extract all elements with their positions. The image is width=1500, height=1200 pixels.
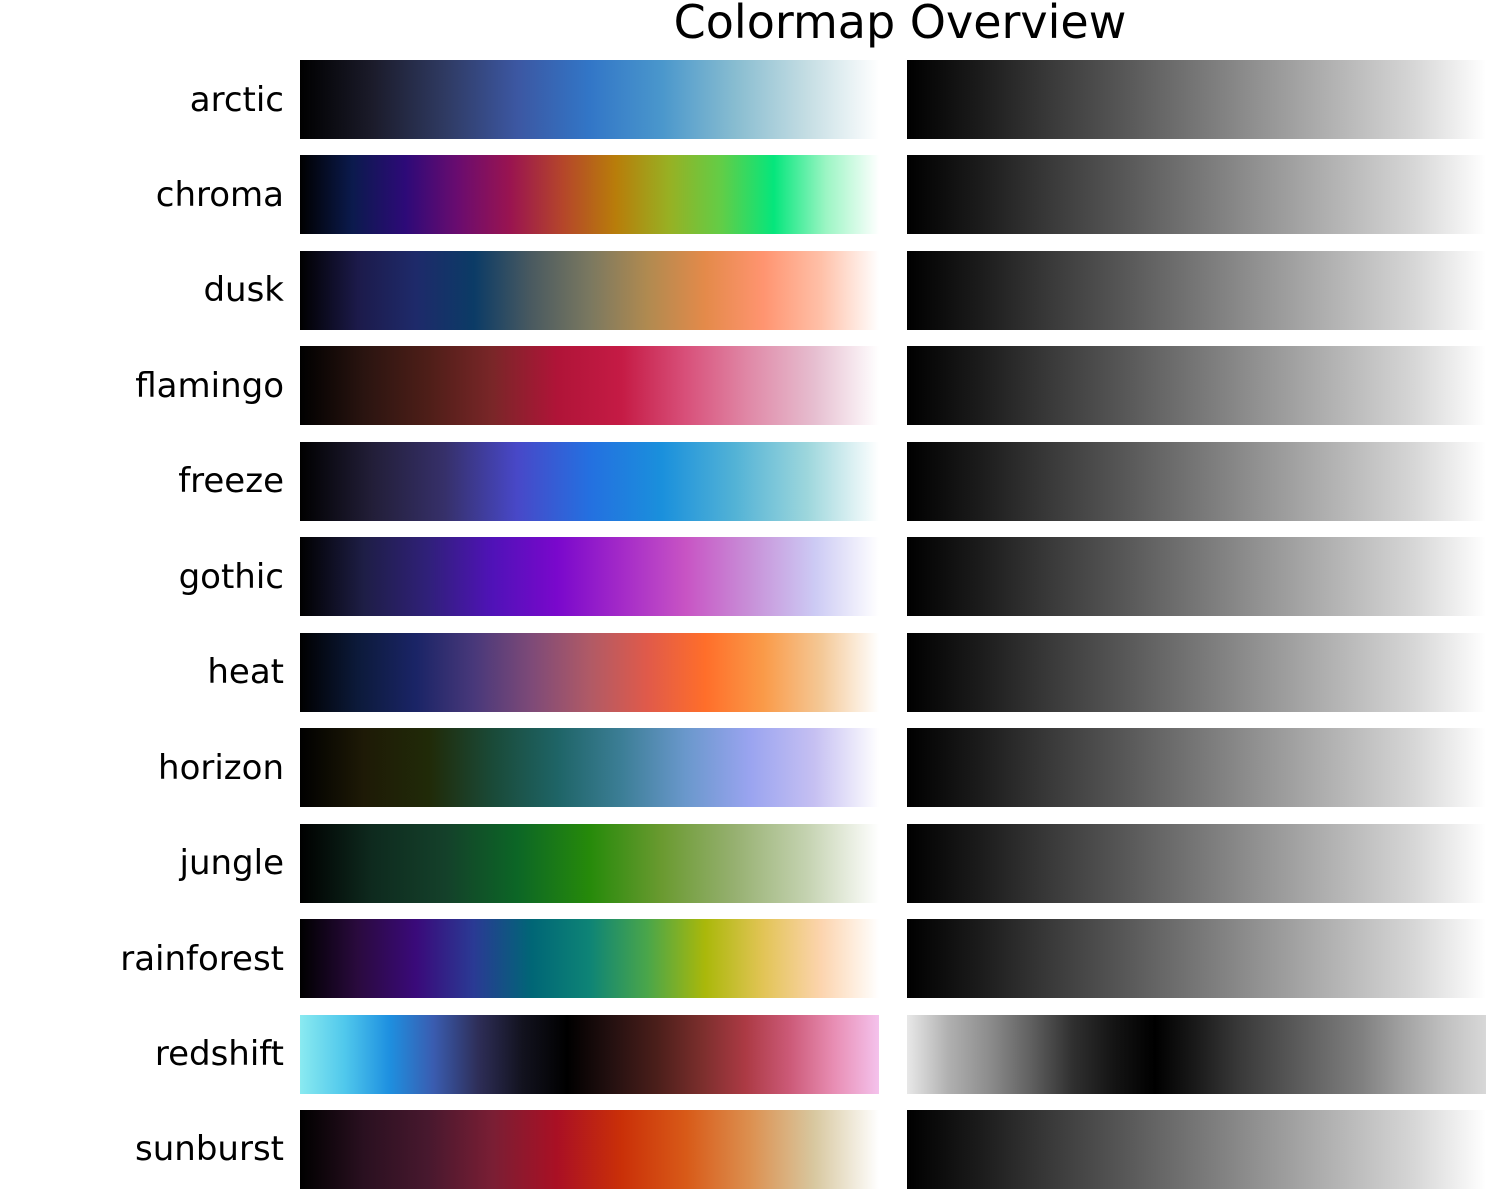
- grayscale-bar-sunburst: [907, 1109, 1486, 1189]
- colormap-bar-heat: [300, 632, 879, 712]
- colormap-label-freeze: freeze: [178, 461, 284, 502]
- colormap-bar-horizon: [300, 728, 879, 808]
- grayscale-bar-gothic: [907, 537, 1486, 617]
- colormap-label-heat: heat: [207, 652, 284, 693]
- grayscale-bar-heat: [907, 632, 1486, 712]
- grayscale-bar-arctic: [907, 60, 1486, 139]
- colormap-bar-redshift: [300, 1014, 879, 1094]
- grayscale-bar-rainforest: [907, 919, 1486, 999]
- colormap-bar-rainforest: [300, 919, 879, 999]
- colormap-bar-chroma: [300, 155, 879, 235]
- grayscale-bar-flamingo: [907, 346, 1486, 426]
- colormap-bar-freeze: [300, 441, 879, 521]
- grayscale-bar-horizon: [907, 728, 1486, 808]
- colormap-label-sunburst: sunburst: [135, 1129, 284, 1170]
- grayscale-bar-redshift: [907, 1014, 1486, 1094]
- colormap-label-flamingo: flamingo: [135, 365, 284, 406]
- colormap-label-chroma: chroma: [155, 174, 284, 215]
- colormap-label-jungle: jungle: [179, 843, 285, 884]
- colormap-label-redshift: redshift: [154, 1034, 284, 1074]
- colormap-label-dusk: dusk: [203, 270, 284, 311]
- chart-title: Colormap Overview: [673, 0, 1127, 49]
- grayscale-bar-freeze: [907, 441, 1486, 521]
- grayscale-bar-dusk: [907, 250, 1486, 330]
- grayscale-bar-jungle: [907, 823, 1486, 903]
- colormap-label-rainforest: rainforest: [120, 938, 284, 979]
- grayscale-bar-chroma: [907, 155, 1486, 235]
- colormap-bar-jungle: [300, 823, 879, 903]
- colormap-bar-gothic: [300, 537, 879, 617]
- colormap-bar-sunburst: [300, 1109, 879, 1189]
- colormap-label-gothic: gothic: [178, 556, 284, 597]
- colormap-label-arctic: arctic: [189, 79, 284, 120]
- colormap-bar-flamingo: [300, 346, 879, 426]
- colormap-bar-dusk: [300, 250, 879, 330]
- colormap-label-horizon: horizon: [158, 747, 284, 788]
- colormap-bar-arctic: [300, 60, 879, 139]
